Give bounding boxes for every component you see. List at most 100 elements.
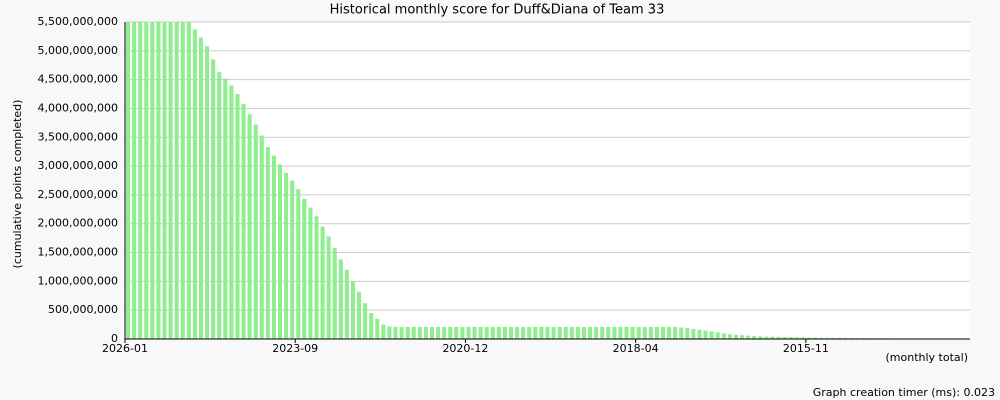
bar (551, 326, 556, 339)
bar (448, 326, 453, 339)
bar (484, 326, 489, 339)
bar (174, 22, 179, 339)
bar (405, 326, 410, 339)
bar (606, 326, 611, 339)
y-tick-label: 5,000,000,000 (38, 44, 118, 57)
bar (733, 334, 738, 339)
bar (387, 326, 392, 339)
bar (679, 327, 684, 339)
bar (466, 326, 471, 339)
bar (521, 326, 526, 339)
plot-area (125, 22, 970, 339)
bar (630, 326, 635, 339)
bar (642, 326, 647, 339)
bar (217, 72, 222, 339)
footer: Graph creation timer (ms): 0.023 (813, 386, 995, 399)
bar (168, 22, 173, 339)
x-tick-label: 2020-12 (442, 342, 488, 355)
y-tick-label: 500,000,000 (48, 303, 118, 316)
bar (126, 22, 131, 339)
bar (624, 326, 629, 339)
bar (411, 326, 416, 339)
bar (150, 22, 155, 339)
bar (721, 333, 726, 339)
bar (770, 336, 775, 339)
bar (569, 326, 574, 339)
bar (357, 291, 362, 339)
bar (691, 328, 696, 339)
bar (739, 335, 745, 339)
bar (746, 335, 751, 339)
bar (508, 326, 514, 339)
bar (776, 336, 781, 339)
bar (788, 337, 793, 339)
chart-title: Historical monthly score for Duff&Diana … (330, 3, 665, 18)
bar (350, 281, 356, 339)
bar (648, 326, 653, 339)
bar (727, 334, 732, 339)
y-tick-label: 2,000,000,000 (38, 217, 118, 230)
bar (812, 337, 818, 339)
bar (332, 247, 337, 339)
bar (369, 313, 374, 339)
bar (806, 337, 811, 339)
bar (302, 198, 307, 339)
bar (320, 226, 325, 339)
bar (563, 326, 568, 339)
bar (460, 326, 465, 339)
bar (192, 29, 197, 339)
bar (709, 331, 714, 339)
bar (308, 207, 313, 339)
bar (612, 326, 617, 339)
bar (575, 326, 580, 339)
bar (533, 326, 538, 339)
bar (618, 326, 623, 339)
bar (715, 332, 720, 339)
bar (229, 85, 234, 340)
bar (478, 326, 483, 339)
bar (241, 103, 246, 340)
bar (831, 337, 836, 339)
bar (132, 22, 137, 339)
bar (515, 326, 520, 339)
y-tick-label: 0 (111, 332, 118, 345)
bar (685, 328, 690, 339)
bar (198, 37, 204, 339)
bar (600, 326, 605, 339)
bar (436, 326, 441, 339)
bar (265, 147, 270, 339)
bar (843, 337, 848, 339)
bar (442, 326, 447, 339)
bar (764, 336, 769, 339)
bar (758, 336, 763, 339)
y-tick-label: 3,000,000,000 (38, 159, 118, 172)
x-tick-label: 2026-01 (102, 342, 148, 355)
bar (527, 326, 532, 339)
y-axis-title: (cumulative points completed) (11, 100, 24, 269)
bar (472, 326, 477, 339)
bar (253, 124, 258, 339)
bar (375, 318, 380, 339)
y-tick-label: 3,500,000,000 (38, 130, 118, 143)
bar (545, 326, 550, 339)
bar (180, 22, 185, 339)
bar (235, 94, 240, 339)
bar (752, 336, 757, 339)
bar (296, 189, 301, 339)
bar (162, 22, 167, 339)
bar (284, 173, 289, 339)
bar (186, 22, 191, 339)
bar (156, 22, 161, 339)
bar (271, 155, 276, 339)
bar (539, 326, 544, 339)
bar (673, 326, 678, 339)
y-tick-label: 4,500,000,000 (38, 73, 118, 86)
bar (782, 336, 787, 339)
bar (654, 326, 659, 339)
bar (247, 114, 252, 339)
bar (837, 337, 842, 339)
x-tick-label: 2023-09 (272, 342, 318, 355)
bar (417, 326, 422, 339)
bar (314, 216, 319, 339)
